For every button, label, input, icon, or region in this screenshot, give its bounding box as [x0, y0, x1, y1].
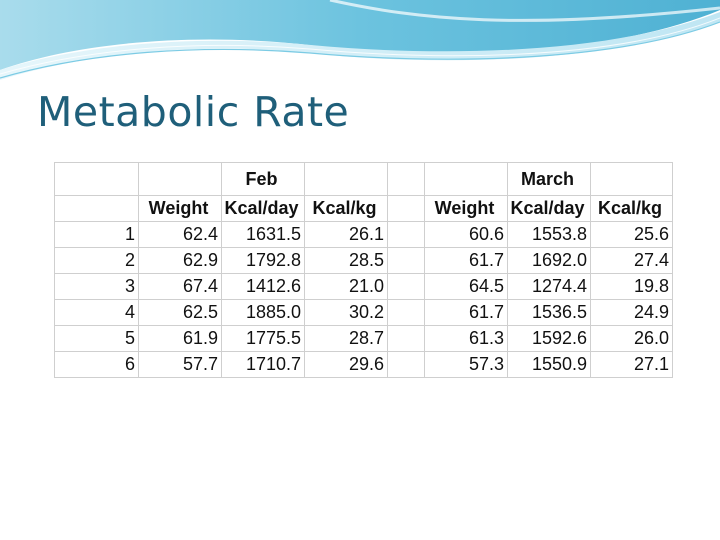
- table-row: 2 62.9 1792.8 28.5 61.7 1692.0 27.4: [54, 247, 673, 274]
- row-index: 6: [54, 351, 139, 378]
- col-header: Weight: [138, 195, 222, 222]
- march-kcal-day: 1692.0: [507, 247, 591, 274]
- row-index: 4: [54, 299, 139, 326]
- feb-kcal-day: 1775.5: [221, 325, 305, 352]
- march-kcal-day: 1536.5: [507, 299, 591, 326]
- row-index: 3: [54, 273, 139, 300]
- month-header-row: Feb March: [54, 162, 673, 196]
- col-header: Kcal/kg: [304, 195, 388, 222]
- empty-cell: [138, 162, 222, 196]
- spacer-cell: [387, 195, 425, 222]
- feb-kcal-day: 1710.7: [221, 351, 305, 378]
- march-kcal-kg: 27.4: [590, 247, 673, 274]
- feb-kcal-kg: 28.5: [304, 247, 388, 274]
- col-header: Kcal/day: [507, 195, 591, 222]
- spacer-cell: [387, 325, 425, 352]
- march-kcal-kg: 26.0: [590, 325, 673, 352]
- march-kcal-kg: 27.1: [590, 351, 673, 378]
- spacer-cell: [387, 247, 425, 274]
- slide-title: Metabolic Rate: [37, 88, 350, 136]
- spacer-cell: [387, 273, 425, 300]
- feb-kcal-kg: 28.7: [304, 325, 388, 352]
- feb-kcal-day: 1885.0: [221, 299, 305, 326]
- empty-cell: [590, 162, 673, 196]
- spacer-cell: [387, 221, 425, 248]
- table-row: 3 67.4 1412.6 21.0 64.5 1274.4 19.8: [54, 273, 673, 300]
- feb-kcal-kg: 26.1: [304, 221, 388, 248]
- feb-kcal-day: 1792.8: [221, 247, 305, 274]
- metabolic-rate-table: Feb March Weight Kcal/day Kcal/kg Weight…: [54, 162, 673, 378]
- feb-kcal-kg: 21.0: [304, 273, 388, 300]
- table-row: 4 62.5 1885.0 30.2 61.7 1536.5 24.9: [54, 299, 673, 326]
- march-weight: 64.5: [424, 273, 508, 300]
- empty-cell: [304, 162, 388, 196]
- row-index: 5: [54, 325, 139, 352]
- decorative-wave-banner: [0, 0, 720, 80]
- row-index: 2: [54, 247, 139, 274]
- march-weight: 60.6: [424, 221, 508, 248]
- col-header: Kcal/day: [221, 195, 305, 222]
- month-label-feb: Feb: [221, 162, 305, 196]
- empty-cell: [54, 195, 139, 222]
- march-weight: 61.7: [424, 299, 508, 326]
- empty-cell: [424, 162, 508, 196]
- feb-weight: 62.5: [138, 299, 222, 326]
- march-kcal-day: 1274.4: [507, 273, 591, 300]
- column-header-row: Weight Kcal/day Kcal/kg Weight Kcal/day …: [54, 195, 673, 222]
- march-kcal-day: 1553.8: [507, 221, 591, 248]
- march-weight: 61.7: [424, 247, 508, 274]
- col-header: Weight: [424, 195, 508, 222]
- empty-cell: [54, 162, 139, 196]
- feb-weight: 62.9: [138, 247, 222, 274]
- table-row: 5 61.9 1775.5 28.7 61.3 1592.6 26.0: [54, 325, 673, 352]
- march-kcal-day: 1592.6: [507, 325, 591, 352]
- march-kcal-kg: 24.9: [590, 299, 673, 326]
- feb-kcal-day: 1412.6: [221, 273, 305, 300]
- feb-kcal-kg: 29.6: [304, 351, 388, 378]
- feb-kcal-kg: 30.2: [304, 299, 388, 326]
- march-kcal-day: 1550.9: [507, 351, 591, 378]
- march-weight: 57.3: [424, 351, 508, 378]
- col-header: Kcal/kg: [590, 195, 673, 222]
- row-index: 1: [54, 221, 139, 248]
- spacer-cell: [387, 299, 425, 326]
- march-weight: 61.3: [424, 325, 508, 352]
- table-row: 6 57.7 1710.7 29.6 57.3 1550.9 27.1: [54, 351, 673, 378]
- feb-weight: 67.4: [138, 273, 222, 300]
- feb-weight: 57.7: [138, 351, 222, 378]
- table-row: 1 62.4 1631.5 26.1 60.6 1553.8 25.6: [54, 221, 673, 248]
- feb-weight: 62.4: [138, 221, 222, 248]
- feb-weight: 61.9: [138, 325, 222, 352]
- march-kcal-kg: 19.8: [590, 273, 673, 300]
- month-label-march: March: [507, 162, 591, 196]
- march-kcal-kg: 25.6: [590, 221, 673, 248]
- spacer-cell: [387, 162, 425, 196]
- feb-kcal-day: 1631.5: [221, 221, 305, 248]
- spacer-cell: [387, 351, 425, 378]
